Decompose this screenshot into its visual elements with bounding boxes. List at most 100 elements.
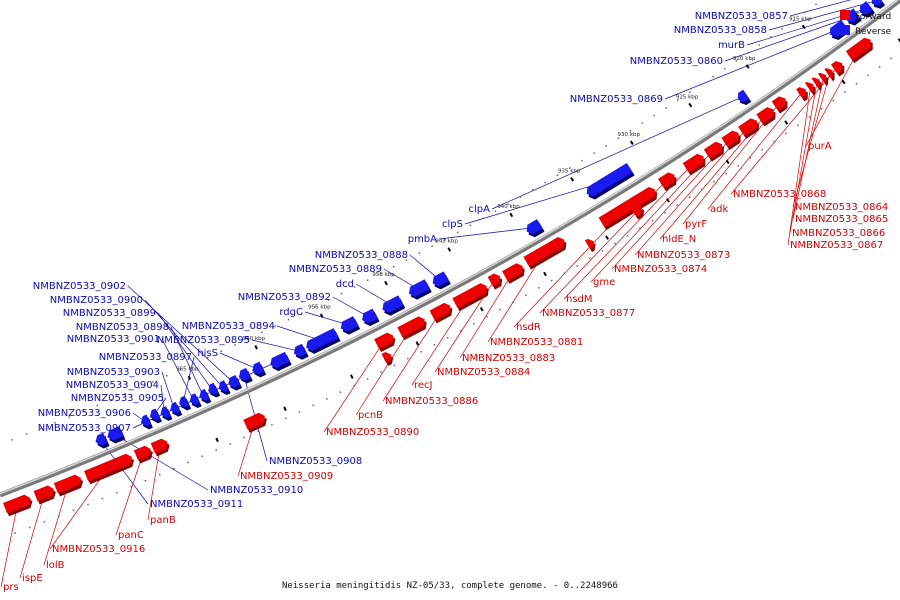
gene-rev-2[interactable] bbox=[860, 1, 875, 18]
gene-label-nmbnz0533-0867[interactable]: NMBNZ0533_0867 bbox=[790, 240, 883, 251]
gene-fwd-20[interactable] bbox=[397, 316, 427, 341]
gene-fwd-19[interactable] bbox=[429, 302, 453, 324]
gene-label-nmbnz0533-0883[interactable]: NMBNZ0533_0883 bbox=[462, 353, 555, 364]
gene-rev-9[interactable] bbox=[408, 279, 432, 300]
gene-label-nmbnz0533-0888[interactable]: NMBNZ0533_0888 bbox=[315, 250, 408, 261]
gene-rev-5[interactable] bbox=[737, 89, 752, 106]
gene-fwd-27[interactable] bbox=[33, 485, 56, 505]
gene-fwd-5[interactable] bbox=[805, 81, 816, 96]
gene-label-gme[interactable]: gme bbox=[593, 277, 615, 288]
gene-rev-25[interactable] bbox=[140, 414, 153, 430]
gene-label-nmbnz0533-0905[interactable]: NMBNZ0533_0905 bbox=[71, 393, 164, 404]
gene-rev-27[interactable] bbox=[238, 367, 253, 384]
gene-label-pmba[interactable]: pmbA bbox=[408, 234, 437, 245]
gene-rev-8[interactable] bbox=[432, 271, 451, 290]
gene-fwd-3[interactable] bbox=[818, 72, 829, 86]
gene-label-nmbnz0533-0895[interactable]: NMBNZ0533_0895 bbox=[157, 335, 250, 346]
gene-fwd-15[interactable] bbox=[523, 237, 567, 270]
gene-fwd-24[interactable] bbox=[133, 445, 153, 464]
gene-rev-13[interactable] bbox=[306, 328, 341, 354]
gene-label-nmbnz0533-0910[interactable]: NMBNZ0533_0910 bbox=[210, 485, 303, 496]
gene-label-nmbnz0533-0892[interactable]: NMBNZ0533_0892 bbox=[238, 292, 331, 303]
gene-rev-26[interactable] bbox=[270, 351, 292, 372]
gene-label-lolb[interactable]: lolB bbox=[46, 560, 65, 571]
gene-label-nmbnz0533-0873[interactable]: NMBNZ0533_0873 bbox=[637, 250, 730, 261]
gene-label-nmbnz0533-0860[interactable]: NMBNZ0533_0860 bbox=[630, 56, 723, 67]
gene-fwd-16[interactable] bbox=[502, 263, 525, 284]
gene-rev-6[interactable] bbox=[586, 162, 635, 200]
gene-label-hiss[interactable]: hisS bbox=[197, 348, 218, 359]
gene-rev-12[interactable] bbox=[340, 316, 361, 335]
gene-label-nmbnz0533-0866[interactable]: NMBNZ0533_0866 bbox=[792, 228, 885, 239]
gene-label-nmbnz0533-0908[interactable]: NMBNZ0533_0908 bbox=[269, 456, 362, 467]
gene-fwd-6[interactable] bbox=[796, 87, 808, 102]
gene-fwd-8[interactable] bbox=[756, 107, 776, 127]
gene-fwd-9[interactable] bbox=[738, 118, 759, 139]
gene-rev-15[interactable] bbox=[252, 361, 267, 378]
gene-fwd-7[interactable] bbox=[771, 96, 788, 114]
gene-label-nmbnz0533-0898[interactable]: NMBNZ0533_0898 bbox=[76, 322, 169, 333]
gene-label-panc[interactable]: panC bbox=[118, 530, 144, 541]
gene-fwd-17[interactable] bbox=[487, 273, 503, 290]
gene-label-nmbnz0533-0897[interactable]: NMBNZ0533_0897 bbox=[99, 352, 192, 363]
gene-label-nmbnz0533-0894[interactable]: NMBNZ0533_0894 bbox=[182, 321, 275, 332]
gene-label-pyrf[interactable]: pyrF bbox=[685, 219, 707, 230]
gene-fwd-11[interactable] bbox=[703, 141, 724, 162]
gene-fwd-28[interactable] bbox=[3, 494, 33, 517]
gene-fwd-14[interactable] bbox=[598, 186, 658, 231]
gene-label-nmbnz0533-0864[interactable]: NMBNZ0533_0864 bbox=[795, 202, 888, 213]
gene-rev-17[interactable] bbox=[218, 380, 231, 396]
gene-label-nmbnz0533-0890[interactable]: NMBNZ0533_0890 bbox=[326, 427, 419, 438]
gene-label-nmbnz0533-0868[interactable]: NMBNZ0533_0868 bbox=[733, 189, 826, 200]
gene-fwd-13[interactable] bbox=[658, 172, 677, 192]
gene-rev-1[interactable] bbox=[871, 0, 886, 9]
gene-label-dcd[interactable]: dcd bbox=[336, 279, 354, 290]
gene-label-nmbnz0533-0881[interactable]: NMBNZ0533_0881 bbox=[490, 337, 583, 348]
gene-rev-11[interactable] bbox=[362, 308, 380, 327]
gene-fwd-extra-0[interactable] bbox=[630, 204, 645, 220]
gene-fwd-25[interactable] bbox=[84, 453, 135, 485]
gene-label-prs[interactable]: prs bbox=[3, 582, 19, 593]
gene-label-hlde-n[interactable]: hldE_N bbox=[662, 234, 696, 245]
gene-rev-28[interactable] bbox=[107, 426, 126, 444]
gene-rev-7[interactable] bbox=[526, 219, 545, 238]
gene-label-adk[interactable]: adk bbox=[710, 204, 728, 215]
gene-label-nmbnz0533-0889[interactable]: NMBNZ0533_0889 bbox=[289, 264, 382, 275]
gene-rev-18[interactable] bbox=[208, 382, 221, 398]
gene-fwd-26[interactable] bbox=[53, 474, 84, 497]
gene-label-pcnb[interactable]: pcnB bbox=[358, 410, 383, 421]
gene-label-nmbnz0533-0886[interactable]: NMBNZ0533_0886 bbox=[385, 396, 478, 407]
gene-label-panb[interactable]: panB bbox=[150, 515, 176, 526]
gene-fwd-0[interactable] bbox=[845, 37, 873, 64]
gene-fwd-extra-2[interactable] bbox=[381, 352, 394, 366]
gene-rev-23[interactable] bbox=[160, 406, 173, 421]
gene-fwd-22[interactable] bbox=[243, 412, 267, 433]
gene-rev-16[interactable] bbox=[228, 374, 243, 391]
gene-fwd-18[interactable] bbox=[452, 283, 489, 312]
gene-fwd-23[interactable] bbox=[150, 438, 170, 457]
gene-label-clps[interactable]: clpS bbox=[442, 219, 463, 230]
gene-fwd-4[interactable] bbox=[811, 77, 822, 91]
gene-label-nmbnz0533-0858[interactable]: NMBNZ0533_0858 bbox=[674, 25, 767, 36]
gene-rev-19[interactable] bbox=[199, 388, 212, 404]
gene-label-nmbnz0533-0884[interactable]: NMBNZ0533_0884 bbox=[437, 367, 530, 378]
gene-label-recj[interactable]: recJ bbox=[414, 380, 433, 391]
gene-fwd-extra-1[interactable] bbox=[584, 238, 596, 253]
gene-label-nmbnz0533-0857[interactable]: NMBNZ0533_0857 bbox=[695, 11, 788, 22]
gene-rev-21[interactable] bbox=[179, 395, 192, 411]
gene-label-ispe[interactable]: ispE bbox=[22, 573, 43, 584]
gene-rev-29[interactable] bbox=[95, 432, 110, 449]
gene-label-hsdr[interactable]: hsdR bbox=[516, 322, 541, 333]
gene-label-nmbnz0533-0869[interactable]: NMBNZ0533_0869 bbox=[570, 94, 663, 105]
gene-label-clpa[interactable]: clpA bbox=[469, 204, 491, 215]
gene-label-nmbnz0533-0877[interactable]: NMBNZ0533_0877 bbox=[542, 308, 635, 319]
gene-label-nmbnz0533-0907[interactable]: NMBNZ0533_0907 bbox=[38, 423, 131, 434]
gene-fwd-1[interactable] bbox=[830, 61, 845, 77]
gene-label-rdgc[interactable]: rdgC bbox=[279, 307, 303, 318]
gene-label-nmbnz0533-0874[interactable]: NMBNZ0533_0874 bbox=[614, 264, 707, 275]
gene-label-nmbnz0533-0911[interactable]: NMBNZ0533_0911 bbox=[150, 499, 243, 510]
gene-label-nmbnz0533-0906[interactable]: NMBNZ0533_0906 bbox=[38, 408, 131, 419]
gene-rev-24[interactable] bbox=[149, 408, 162, 424]
gene-label-nmbnz0533-0916[interactable]: NMBNZ0533_0916 bbox=[52, 544, 145, 555]
gene-label-nmbnz0533-0900[interactable]: NMBNZ0533_0900 bbox=[50, 295, 143, 306]
